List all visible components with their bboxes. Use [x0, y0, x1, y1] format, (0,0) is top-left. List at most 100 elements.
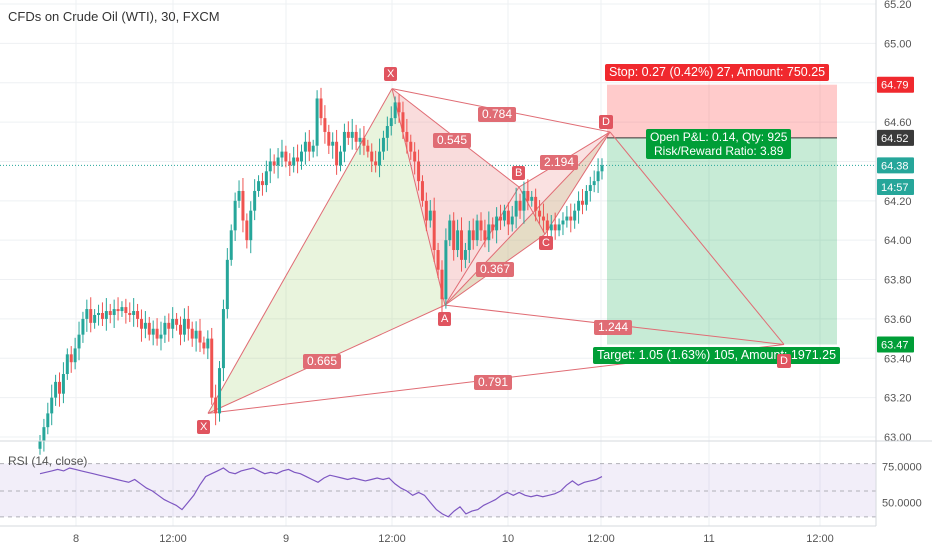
candle-body — [303, 141, 307, 152]
candle-body — [288, 161, 292, 166]
candle-body — [420, 181, 424, 201]
pnl-box[interactable]: Open P&L: 0.14, Qty: 925 Risk/Reward Rat… — [646, 129, 792, 159]
price-badge-timer — [877, 179, 914, 196]
candle-body — [100, 313, 104, 319]
triangle-bcd — [519, 131, 610, 235]
pnl-line-2: Risk/Reward Ratio: 3.89 — [654, 144, 784, 158]
candle-body — [397, 102, 401, 113]
leg-a-d — [444, 131, 611, 306]
x-tick-label: 12:00 — [159, 533, 187, 545]
stop-label[interactable]: Stop: 0.27 (0.42%) 27, Amount: 750.25 — [605, 64, 830, 81]
candle-body — [299, 151, 303, 162]
candle-body — [61, 374, 65, 394]
point-d-lower: D — [777, 354, 791, 368]
candle-body — [342, 131, 346, 152]
candle-body — [584, 190, 588, 205]
candle-body — [362, 137, 366, 146]
candle-body — [381, 137, 385, 152]
ratio-xa: 0.665 — [303, 354, 342, 369]
candle-body — [518, 200, 522, 211]
candle-body — [467, 230, 471, 251]
candle-body — [292, 157, 296, 166]
candle-body — [77, 334, 81, 349]
candle-body — [557, 224, 561, 231]
candle-body — [526, 190, 530, 201]
candle-body — [580, 200, 584, 205]
candle-body — [128, 313, 132, 315]
candle-body — [73, 348, 77, 363]
candle-body — [549, 224, 553, 231]
candle-body — [545, 220, 549, 231]
chart-title: CFDs on Crude Oil (WTI), 30, FXCM — [8, 9, 220, 24]
candle-body — [483, 230, 487, 241]
rsi-title: RSI (14, close) — [8, 454, 88, 468]
candle-body — [522, 190, 526, 211]
ratio-xd: 0.784 — [478, 107, 517, 122]
ratio-xb: 0.545 — [433, 133, 472, 148]
candle-body — [120, 307, 124, 312]
candle-body — [327, 131, 331, 146]
candle-body — [307, 141, 311, 152]
y-tick-label: 63.60 — [884, 314, 912, 326]
candle-body — [167, 322, 171, 329]
candle-body — [479, 220, 483, 231]
candle-body — [354, 131, 358, 142]
candle-body — [378, 151, 382, 166]
candle-body — [428, 210, 432, 221]
candle-body — [499, 216, 503, 221]
grid — [0, 0, 876, 526]
ratio-ad: 1.244 — [594, 320, 633, 335]
y-tick-label: 63.40 — [884, 353, 912, 365]
candle-body — [491, 224, 495, 231]
x-tick-label: 12:00 — [378, 533, 406, 545]
candle-body — [296, 157, 300, 162]
candle-body — [311, 145, 315, 152]
x-tick-label: 12:00 — [806, 533, 834, 545]
candle-body — [237, 190, 241, 201]
candle-body — [182, 318, 186, 335]
candle-body — [456, 230, 460, 251]
candle-body — [81, 318, 85, 335]
candle-body — [471, 230, 475, 241]
ratio-xd-lower: 0.791 — [474, 375, 513, 390]
candle-body — [194, 330, 198, 339]
candle-body — [553, 224, 557, 231]
candle-body — [85, 309, 89, 319]
candle-body — [413, 151, 417, 162]
candle-body — [202, 342, 206, 349]
candle-body — [530, 196, 534, 201]
candle-body — [151, 328, 155, 335]
candle-body — [339, 151, 343, 166]
rsi-pane — [0, 463, 876, 518]
candle-body — [358, 137, 362, 142]
candle-body — [163, 322, 167, 335]
target-label[interactable]: Target: 1.05 (1.63%) 105, Amount: 1971.2… — [593, 347, 841, 364]
point-d-upper: D — [599, 115, 613, 129]
candle-body — [136, 311, 140, 319]
candle-body — [42, 427, 46, 441]
stop-zone — [607, 84, 837, 138]
leg-xa — [207, 88, 393, 414]
candle-body — [506, 210, 510, 225]
price-badge-entry — [877, 129, 914, 146]
leg-bc — [444, 186, 520, 306]
candle-body — [218, 368, 222, 414]
candle-body — [272, 161, 276, 166]
price-badge-target — [877, 336, 914, 353]
candle-body — [179, 324, 182, 335]
candle-body — [366, 145, 370, 152]
candle-body — [112, 309, 116, 315]
candle-body — [335, 141, 339, 166]
candle-body — [331, 141, 335, 146]
candle-body — [93, 314, 97, 323]
y-tick-label: 65.20 — [884, 0, 912, 11]
candle-body — [284, 151, 288, 162]
candle-body — [89, 309, 93, 323]
candle-body — [510, 216, 514, 225]
candle-body — [249, 210, 253, 241]
candle-body — [54, 381, 58, 398]
candle-body — [393, 102, 397, 119]
candle-body — [233, 200, 237, 231]
